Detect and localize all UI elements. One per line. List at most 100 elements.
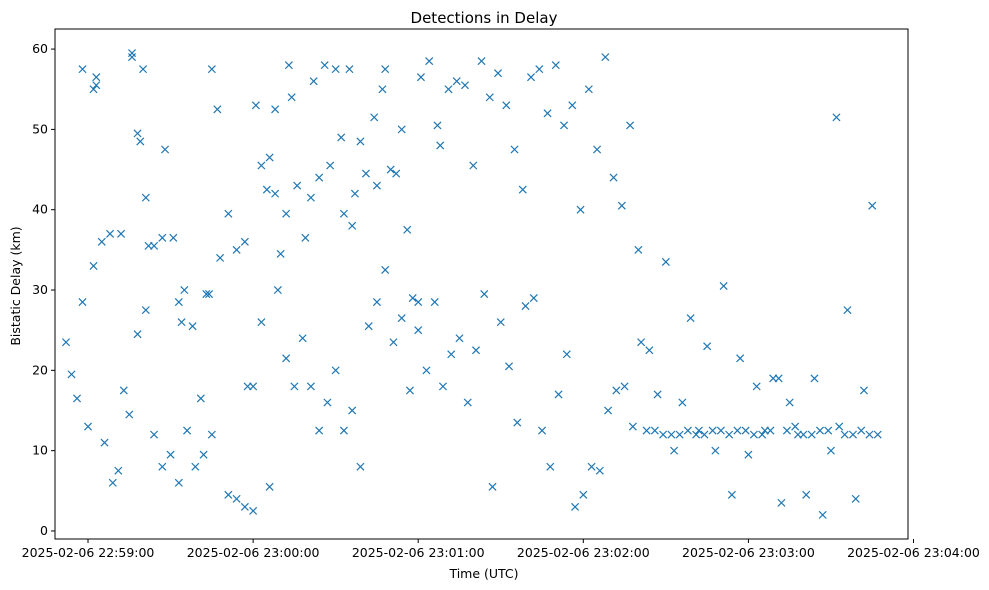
data-point bbox=[161, 145, 170, 154]
data-point bbox=[339, 209, 348, 218]
data-point bbox=[793, 430, 802, 439]
data-point bbox=[350, 189, 359, 198]
data-point bbox=[568, 101, 577, 110]
x-tick-label: 2025-02-06 23:00:00 bbox=[187, 545, 320, 560]
data-point bbox=[595, 466, 604, 475]
plot-frame bbox=[54, 28, 909, 540]
data-point bbox=[158, 462, 167, 471]
data-point bbox=[298, 334, 307, 343]
data-point bbox=[141, 306, 150, 315]
data-point bbox=[207, 65, 216, 74]
data-point bbox=[133, 129, 142, 138]
chart-title: Detections in Delay bbox=[411, 9, 558, 27]
data-point bbox=[320, 61, 329, 70]
data-point bbox=[576, 205, 585, 214]
data-point bbox=[455, 334, 464, 343]
data-point bbox=[518, 185, 527, 194]
data-point bbox=[444, 85, 453, 94]
x-axis-ticks: 2025-02-06 22:59:00 2025-02-06 23:00:00 20… bbox=[22, 539, 980, 560]
data-point bbox=[177, 318, 186, 327]
data-point bbox=[199, 450, 208, 459]
data-point bbox=[752, 382, 761, 391]
data-point bbox=[460, 81, 470, 90]
data-point bbox=[389, 338, 398, 347]
data-point bbox=[372, 298, 381, 307]
data-point bbox=[372, 181, 381, 190]
data-point bbox=[403, 225, 412, 234]
x-tick-label: 2025-02-06 23:04:00 bbox=[847, 545, 980, 560]
data-point bbox=[535, 65, 544, 74]
data-point bbox=[339, 426, 348, 435]
data-point bbox=[543, 109, 552, 118]
data-point bbox=[749, 430, 758, 439]
data-point bbox=[249, 382, 258, 391]
data-point bbox=[642, 426, 651, 435]
data-point bbox=[67, 370, 76, 379]
data-point bbox=[89, 261, 98, 270]
data-point bbox=[538, 426, 547, 435]
x-axis-label: Time (UTC) bbox=[448, 566, 518, 581]
data-point bbox=[617, 201, 626, 210]
data-point bbox=[527, 73, 536, 82]
x-tick-label: 2025-02-06 23:03:00 bbox=[682, 545, 815, 560]
data-point bbox=[601, 53, 610, 62]
data-point bbox=[306, 382, 315, 391]
data-point bbox=[139, 65, 148, 74]
x-tick-label: 2025-02-06 22:59:00 bbox=[22, 545, 155, 560]
data-point bbox=[174, 478, 183, 487]
data-point bbox=[430, 298, 439, 307]
data-point bbox=[593, 145, 602, 154]
data-point bbox=[331, 65, 340, 74]
data-point bbox=[141, 193, 150, 202]
data-point bbox=[257, 318, 266, 327]
data-point bbox=[584, 85, 593, 94]
data-point bbox=[150, 241, 159, 250]
data-point bbox=[493, 69, 503, 78]
data-point bbox=[661, 257, 670, 266]
data-point bbox=[348, 221, 357, 230]
data-point bbox=[645, 346, 654, 355]
data-point bbox=[370, 113, 379, 122]
data-point bbox=[205, 290, 214, 299]
data-point bbox=[626, 121, 635, 130]
data-point bbox=[587, 462, 596, 471]
data-point bbox=[620, 382, 629, 391]
data-point bbox=[92, 81, 101, 90]
data-point bbox=[158, 233, 167, 242]
data-point bbox=[174, 298, 183, 307]
data-point bbox=[628, 422, 637, 431]
data-point bbox=[265, 153, 274, 162]
data-point bbox=[807, 430, 816, 439]
data-point bbox=[835, 422, 844, 431]
data-point bbox=[378, 85, 387, 94]
data-point bbox=[315, 173, 324, 182]
data-point bbox=[293, 181, 302, 190]
data-point bbox=[504, 362, 514, 371]
data-point bbox=[224, 490, 233, 499]
data-point bbox=[694, 426, 703, 435]
data-point bbox=[89, 85, 98, 94]
data-point bbox=[488, 482, 497, 491]
data-point bbox=[271, 189, 280, 198]
data-point bbox=[276, 249, 285, 258]
plot-area bbox=[61, 49, 882, 519]
data-point bbox=[326, 161, 335, 170]
data-point bbox=[650, 426, 659, 435]
y-axis-label: Bistatic Delay (km) bbox=[8, 226, 23, 345]
data-point bbox=[106, 229, 115, 238]
data-point bbox=[471, 346, 481, 355]
data-point bbox=[733, 426, 742, 435]
data-point bbox=[416, 73, 425, 82]
data-point bbox=[609, 173, 618, 182]
data-point bbox=[361, 169, 370, 178]
data-point bbox=[306, 193, 315, 202]
data-point bbox=[337, 133, 346, 142]
data-point bbox=[782, 426, 791, 435]
y-tick-label: 40 bbox=[32, 202, 48, 217]
data-point bbox=[562, 350, 571, 359]
data-point bbox=[438, 382, 448, 391]
data-point bbox=[469, 161, 478, 170]
data-point bbox=[802, 490, 811, 499]
data-point bbox=[604, 406, 613, 415]
data-point bbox=[785, 398, 794, 407]
